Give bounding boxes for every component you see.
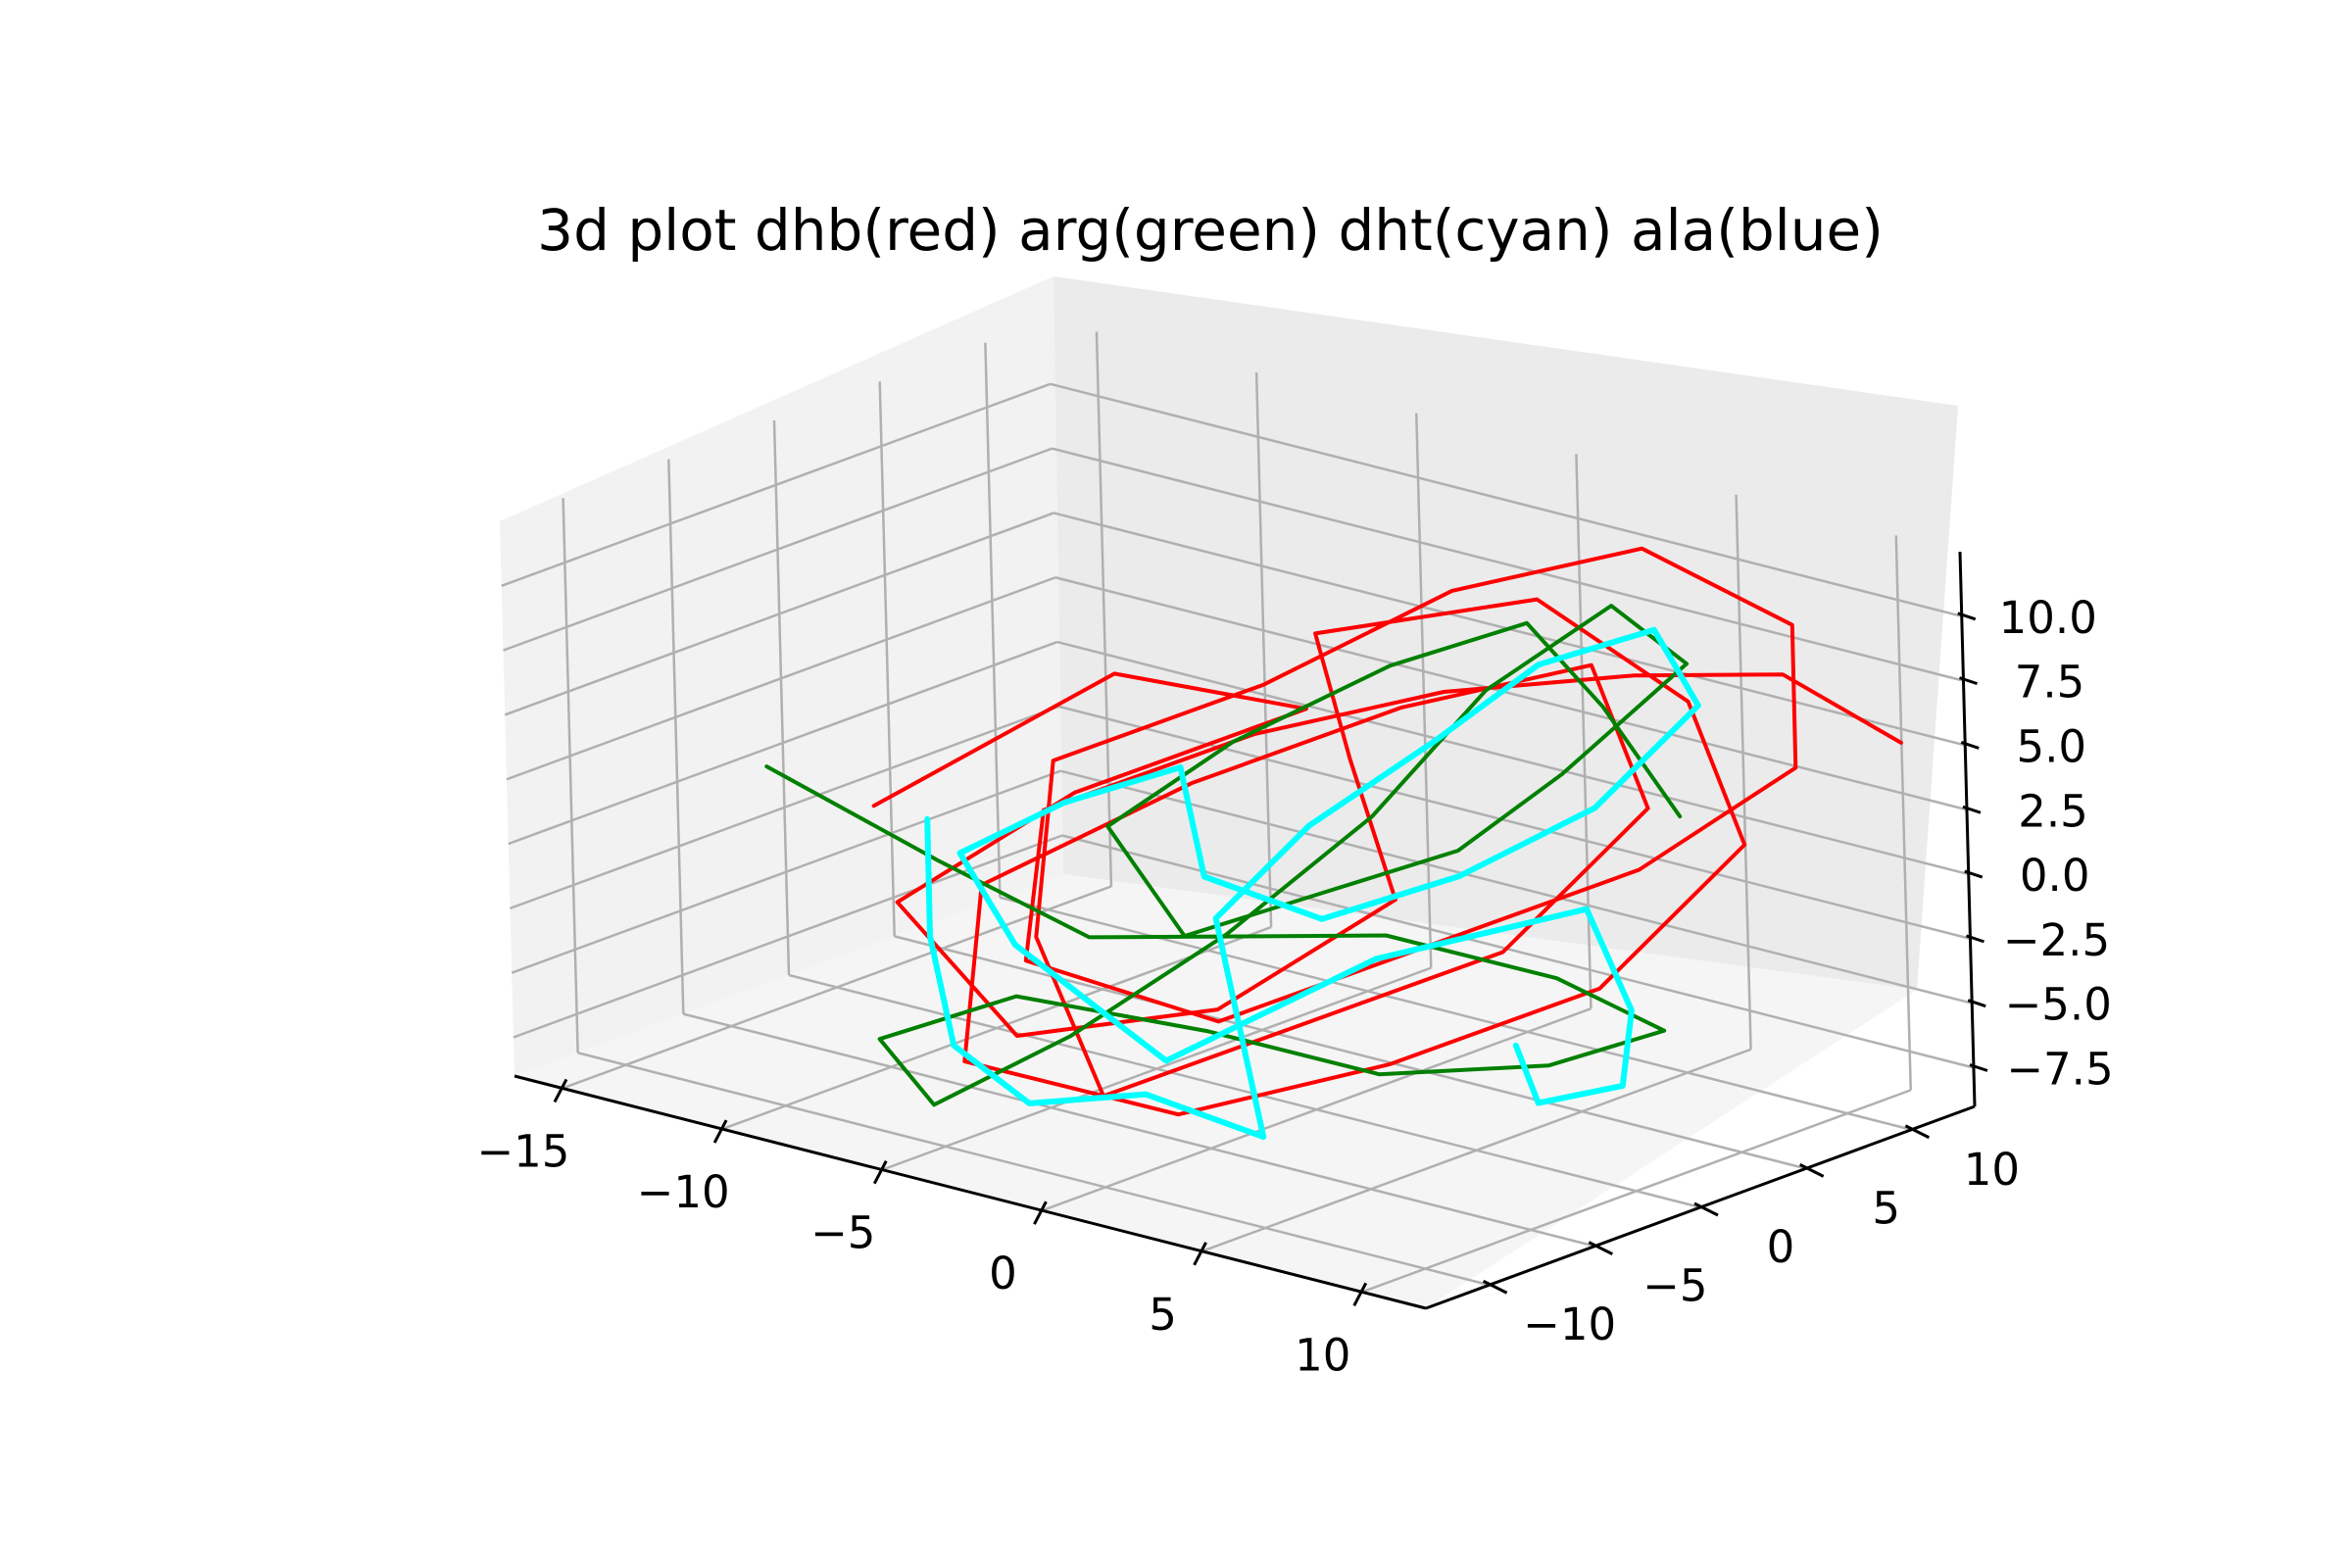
z-grid-line-back — [1050, 382, 1963, 618]
x-tick-mark — [1033, 1200, 1048, 1225]
y-grid-line-left — [772, 419, 791, 976]
y-tick-label: 0 — [1767, 1221, 1795, 1273]
z-grid-line-left — [511, 769, 1061, 974]
z-tick-mark — [1964, 869, 1984, 879]
z-tick-label: 7.5 — [2015, 657, 2085, 709]
z-axis-line — [1958, 551, 1977, 1107]
y-grid-line-floor — [894, 935, 1807, 1170]
grid-lines — [501, 331, 1975, 1294]
x-tick-label: 0 — [989, 1248, 1017, 1299]
y-tick-mark — [1693, 1201, 1719, 1217]
z-tick-label: 0.0 — [2020, 850, 2090, 902]
y-grid-line-left — [878, 381, 896, 937]
x-tick-label: −15 — [476, 1125, 569, 1177]
y-grid-line-left — [667, 459, 685, 1014]
x-tick-mark — [712, 1119, 728, 1144]
x-tick-mark — [1193, 1242, 1207, 1266]
z-tick-label: 2.5 — [2018, 785, 2088, 837]
plot-area — [764, 546, 1903, 1140]
y-tick-mark — [1482, 1279, 1508, 1295]
y-grid-line-left — [562, 498, 579, 1054]
tick-labels: −15 −10 −5 0 5 10 −10 −5 0 5 10 −7.5 −5.0 −2.5 0.0 2.5 5… — [476, 592, 2113, 1382]
y-tick-mark — [1904, 1124, 1931, 1140]
z-grid-line-left — [508, 640, 1058, 846]
z-tick-label: −5.0 — [2005, 979, 2112, 1031]
z-grid-line-back — [1061, 834, 1975, 1069]
z-grid-line-back — [1059, 769, 1973, 1004]
z-tick-mark — [1962, 805, 1982, 814]
y-tick-label: 5 — [1872, 1182, 1900, 1234]
z-tick-mark — [1960, 741, 1980, 750]
x-tick-label: −5 — [810, 1207, 875, 1259]
series-line-2 — [764, 604, 1690, 1107]
z-grid-line-left — [504, 512, 1054, 716]
z-grid-line-left — [510, 705, 1059, 910]
x-tick-label: 5 — [1149, 1289, 1177, 1341]
z-tick-label: −7.5 — [2006, 1044, 2113, 1096]
y-tick-label: −5 — [1642, 1260, 1707, 1312]
chart-title: 3d plot dhb(red) arg(green) dht(cyan) al… — [537, 197, 1884, 264]
y-grid-line-floor — [577, 1052, 1490, 1287]
z-tick-mark — [1965, 934, 1984, 944]
x-grid-line-back — [1254, 372, 1273, 928]
z-grid-line-back — [1052, 447, 1964, 682]
z-tick-mark — [1967, 999, 1986, 1008]
y-grid-line-left — [984, 342, 1002, 898]
series-line-1 — [871, 546, 1903, 1117]
x-grid-line-back — [1095, 331, 1113, 887]
z-tick-label: 5.0 — [2016, 720, 2086, 772]
y-tick-mark — [1799, 1163, 1825, 1178]
y-grid-line-floor — [682, 1012, 1595, 1248]
z-grid-line-back — [1054, 576, 1968, 811]
z-tick-label: 10.0 — [1999, 592, 2097, 644]
x-tick-mark — [872, 1159, 888, 1185]
z-tick-mark — [1969, 1063, 1988, 1072]
z-tick-mark — [1957, 612, 1977, 621]
x-grid-line-back — [1894, 535, 1912, 1091]
y-tick-mark — [1588, 1241, 1613, 1255]
axes — [514, 551, 1988, 1310]
z-grid-line-back — [1056, 640, 1970, 876]
x-grid-line-back — [1735, 494, 1752, 1050]
series-line-4 — [924, 626, 1701, 1140]
x-tick-label: 10 — [1295, 1329, 1350, 1381]
x-tick-mark — [1352, 1282, 1368, 1307]
y-grid-line-floor — [788, 973, 1701, 1209]
x-grid-line-back — [1415, 413, 1433, 968]
z-grid-line-left — [501, 382, 1052, 587]
y-tick-label: −10 — [1523, 1298, 1616, 1350]
x-tick-label: −10 — [637, 1166, 730, 1218]
x-tick-mark — [553, 1078, 568, 1103]
z-tick-mark — [1959, 676, 1978, 686]
z-grid-line-left — [506, 576, 1056, 781]
y-tick-label: 10 — [1964, 1144, 2020, 1196]
x-axis-line — [514, 1074, 1427, 1310]
z-tick-label: −2.5 — [2003, 914, 2110, 966]
z-grid-line-left — [503, 447, 1053, 652]
